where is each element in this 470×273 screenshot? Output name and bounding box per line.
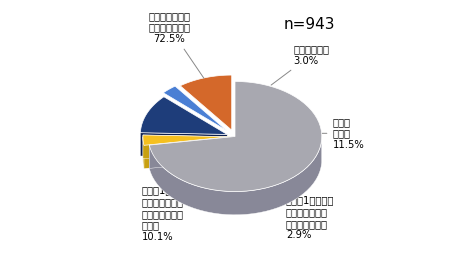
Polygon shape	[144, 137, 230, 169]
Polygon shape	[143, 137, 144, 169]
Text: n=943: n=943	[284, 17, 336, 32]
Polygon shape	[143, 135, 230, 145]
Polygon shape	[149, 81, 322, 192]
Polygon shape	[149, 136, 235, 168]
Polygon shape	[149, 139, 321, 215]
Text: 最近（1年以内）
自殺したいと考
えたことがある
2.9%: 最近（1年以内） 自殺したいと考 えたことがある 2.9%	[261, 194, 334, 241]
Text: 自殺したいと考
えたことがない
72.5%: 自殺したいと考 えたことがない 72.5%	[149, 11, 204, 78]
Text: 回答を
控える
11.5%: 回答を 控える 11.5%	[314, 117, 364, 150]
Polygon shape	[180, 75, 232, 130]
Polygon shape	[143, 135, 230, 160]
Polygon shape	[141, 133, 227, 158]
Text: 不明・無回答
3.0%: 不明・無回答 3.0%	[271, 44, 329, 85]
Polygon shape	[141, 97, 227, 134]
Text: 以前（1年以上
前）、自殺した
いと考えたこと
がある
10.1%: 以前（1年以上 前）、自殺した いと考えたこと がある 10.1%	[142, 186, 203, 242]
Polygon shape	[163, 86, 227, 130]
